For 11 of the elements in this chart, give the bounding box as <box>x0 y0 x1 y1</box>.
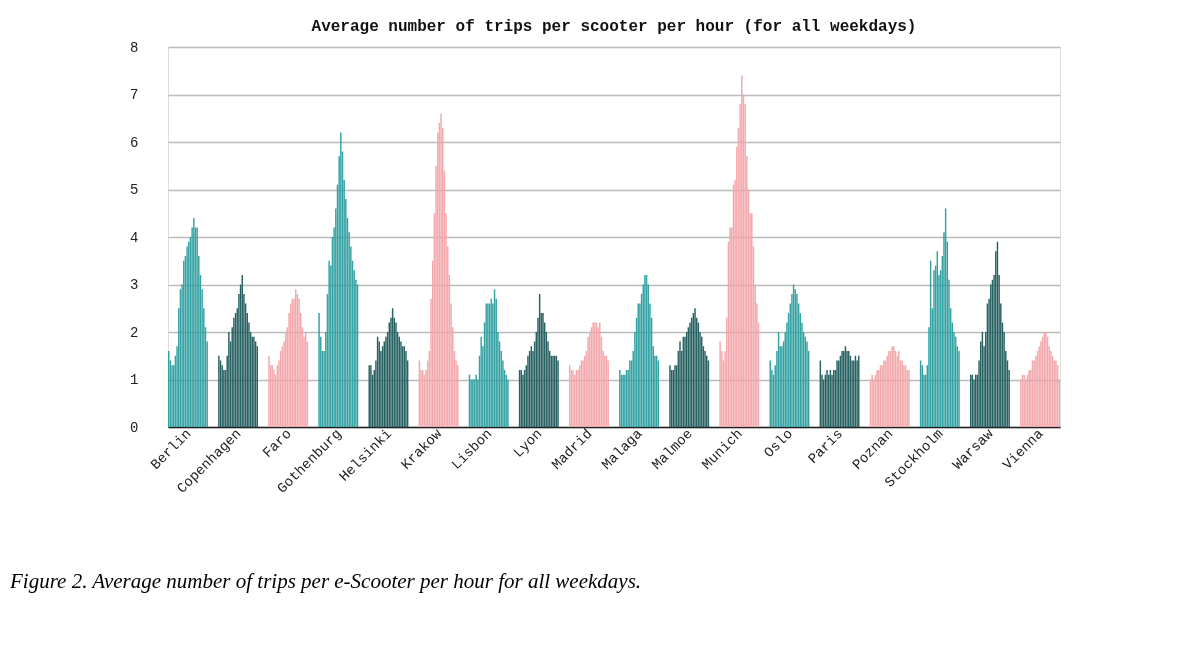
y-tick-label: 2 <box>130 324 139 341</box>
y-tick-label: 1 <box>130 372 139 388</box>
y-tick-label: 0 <box>130 419 139 436</box>
chart-title: Average number of trips per scooter per hour (for all weekdays) <box>311 18 917 36</box>
y-tick-label: 6 <box>130 134 139 151</box>
y-tick-label: 5 <box>130 182 139 198</box>
y-tick-label: 8 <box>130 39 139 56</box>
y-tick-label: 3 <box>130 277 139 293</box>
caption: Figure 2. Average number of trips per e-Scooter per hour for all weekdays. <box>9 569 642 593</box>
y-tick-label: 4 <box>130 229 139 246</box>
y-tick-label: 7 <box>130 87 139 103</box>
